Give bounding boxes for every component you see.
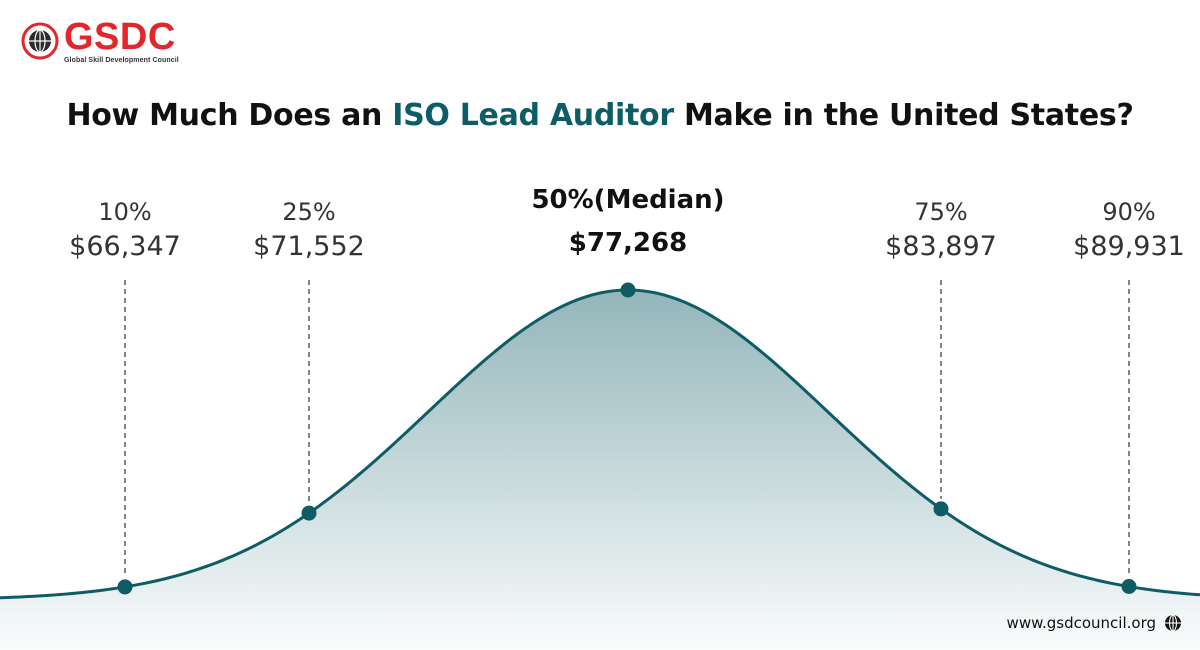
percentile-label: 10% [98,198,151,226]
percentile-point [117,579,133,595]
title-highlight: ISO Lead Auditor [392,98,674,133]
title-part-2: Make in the United States? [673,98,1134,133]
salary-value-label: $77,268 [569,228,687,258]
percentile-label: 25% [282,198,335,226]
salary-value-label: $83,897 [885,231,997,262]
brand-logo: GSDC Global Skill Development Council [20,18,179,64]
percentile-label: 50%(Median) [531,185,724,215]
percentile-label: 90% [1102,198,1155,226]
globe-logo-icon [21,22,59,60]
footer: www.gsdcouncil.org [1007,614,1182,632]
percentile-point [1121,579,1137,594]
distribution-area [0,290,1200,650]
brand-name: GSDC [64,16,176,58]
percentile-label: 75% [914,198,967,226]
salary-value-label: $71,552 [253,231,365,262]
percentile-point [301,505,317,521]
website-url[interactable]: www.gsdcouncil.org [1006,614,1156,632]
title-part-1: How Much Does an [66,98,393,133]
percentile-point [620,282,636,298]
page-title: How Much Does an ISO Lead Auditor Make i… [0,98,1200,133]
salary-value-label: $89,931 [1073,231,1185,262]
distribution-curve [0,288,1200,600]
globe-icon [1165,614,1181,632]
percentile-point [933,501,949,517]
brand-tagline: Global Skill Development Council [64,57,179,64]
salary-value-label: $66,347 [69,231,181,262]
